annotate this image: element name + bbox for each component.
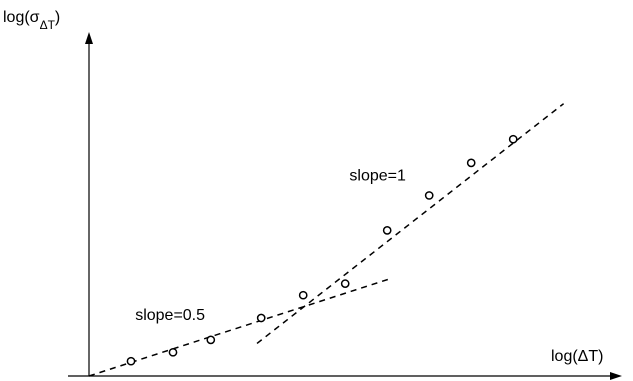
data-point <box>126 356 136 366</box>
data-point <box>298 290 308 300</box>
data-point <box>168 347 178 357</box>
fit-lines <box>88 103 565 377</box>
data-points <box>126 134 518 366</box>
y-axis-arrow <box>85 32 93 44</box>
data-point <box>340 279 350 288</box>
y-axis-label-base: log(σ <box>3 9 40 26</box>
fit-line-2 <box>256 103 565 345</box>
y-axis-label-sub: ΔT <box>40 18 56 32</box>
data-point <box>466 158 476 168</box>
annotation-2: slope=1 <box>349 168 406 185</box>
data-point <box>206 335 216 345</box>
data-point <box>256 313 266 323</box>
annotation-1: slope=0.5 <box>135 307 205 324</box>
data-point <box>382 226 392 235</box>
x-axis-label: log(ΔT) <box>551 348 603 365</box>
y-axis-label: log(σΔT) <box>3 9 60 32</box>
y-axis-label-close: ) <box>55 9 60 26</box>
annotations: slope=0.5 slope=1 <box>135 168 406 324</box>
data-point <box>424 191 434 200</box>
x-axis <box>68 372 622 380</box>
y-axis <box>85 32 93 376</box>
fit-line-1 <box>88 277 392 377</box>
data-point <box>508 134 518 144</box>
x-axis-arrow <box>610 372 622 380</box>
